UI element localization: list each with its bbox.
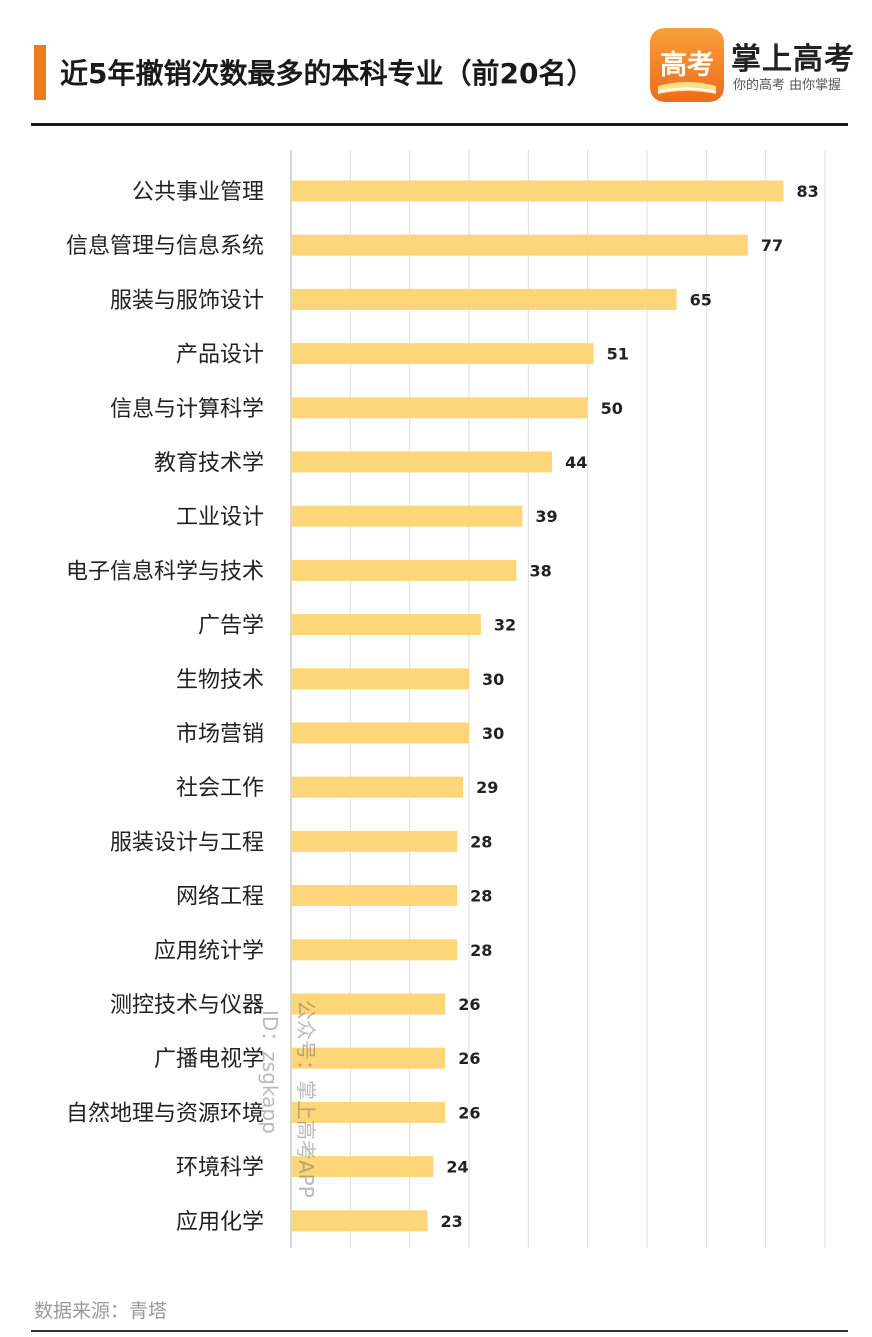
footer-divider	[31, 1330, 848, 1332]
bar	[291, 668, 469, 690]
value-label: 30	[482, 724, 504, 743]
value-label: 23	[440, 1212, 462, 1231]
watermark-line1: 公众号：掌上高考APP	[294, 1000, 318, 1198]
value-label: 32	[494, 616, 516, 635]
chart-gridlines	[290, 150, 826, 1248]
value-label: 51	[607, 345, 629, 364]
bar	[291, 776, 464, 798]
bar	[291, 885, 458, 907]
category-label: 服装设计与工程	[110, 830, 264, 855]
bar	[291, 1210, 428, 1232]
category-label: 自然地理与资源环境	[66, 1101, 264, 1126]
chart-bars	[291, 180, 784, 1232]
value-label: 28	[470, 941, 492, 960]
value-label: 28	[470, 832, 492, 851]
category-label: 服装与服饰设计	[110, 288, 264, 313]
value-label: 26	[458, 1049, 480, 1068]
app-logo-icon: 高考	[650, 28, 724, 102]
logo-glyph: 高考	[660, 49, 714, 81]
category-label: 电子信息科学与技术	[66, 559, 264, 584]
value-label: 65	[690, 290, 712, 309]
bar	[291, 343, 594, 365]
bar	[291, 234, 748, 256]
header: 近5年撤销次数最多的本科专业（前20名） 高考 掌上高考 你的高考 由你掌握	[0, 0, 872, 126]
logo-text: 掌上高考	[731, 42, 855, 77]
category-label: 环境科学	[176, 1156, 264, 1181]
category-label: 公共事业管理	[132, 180, 264, 205]
page-title: 近5年撤销次数最多的本科专业（前20名）	[60, 57, 595, 90]
category-label: 工业设计	[176, 505, 264, 530]
bar	[291, 614, 481, 636]
category-label: 广告学	[198, 614, 264, 639]
category-label: 产品设计	[176, 343, 264, 368]
bar	[291, 397, 588, 419]
category-label: 教育技术学	[154, 451, 264, 476]
bar	[291, 288, 677, 310]
value-label: 38	[529, 561, 551, 580]
bar	[291, 722, 469, 744]
category-label: 应用化学	[176, 1210, 264, 1235]
bar	[291, 505, 523, 527]
category-label: 市场营销	[176, 722, 264, 747]
bar	[291, 1047, 446, 1069]
category-label: 信息管理与信息系统	[66, 234, 264, 259]
bar	[291, 1101, 446, 1123]
chart-value-labels: 83 77 65 51 50 44 39 38 32 30 30 29 28 28 28 26 26 26 24 23	[440, 182, 818, 1231]
category-label: 测控技术与仪器	[110, 993, 264, 1018]
bar	[291, 939, 458, 961]
category-label: 广播电视学	[154, 1047, 264, 1072]
category-label: 社会工作	[176, 776, 264, 801]
value-label: 26	[458, 1103, 480, 1122]
value-label: 44	[565, 453, 587, 472]
value-label: 26	[458, 995, 480, 1014]
value-label: 24	[446, 1158, 468, 1177]
watermark-line2: ID：zsgkapp	[258, 1010, 282, 1134]
bar	[291, 830, 458, 852]
bar	[291, 559, 517, 581]
bar-chart: 公共事业管理信息管理与信息系统服装与服饰设计产品设计信息与计算科学教育技术学工业…	[66, 150, 826, 1248]
value-label: 77	[761, 236, 783, 255]
bar	[291, 180, 784, 202]
category-label: 应用统计学	[154, 939, 264, 964]
value-label: 83	[796, 182, 818, 201]
bar	[291, 1156, 434, 1178]
bar	[291, 993, 446, 1015]
category-label: 生物技术	[176, 668, 264, 693]
category-label: 信息与计算科学	[110, 397, 264, 422]
value-label: 28	[470, 887, 492, 906]
chart-category-labels: 公共事业管理信息管理与信息系统服装与服饰设计产品设计信息与计算科学教育技术学工业…	[66, 180, 264, 1235]
value-label: 50	[601, 399, 623, 418]
value-label: 29	[476, 778, 498, 797]
bar	[291, 451, 553, 473]
title-accent-bar	[34, 45, 46, 100]
category-label: 网络工程	[176, 885, 264, 910]
value-label: 30	[482, 670, 504, 689]
value-label: 39	[535, 507, 557, 526]
source-note: 数据来源：青塔	[34, 1300, 168, 1322]
header-divider	[31, 123, 848, 126]
logo-slogan: 你的高考 由你掌握	[733, 78, 842, 93]
